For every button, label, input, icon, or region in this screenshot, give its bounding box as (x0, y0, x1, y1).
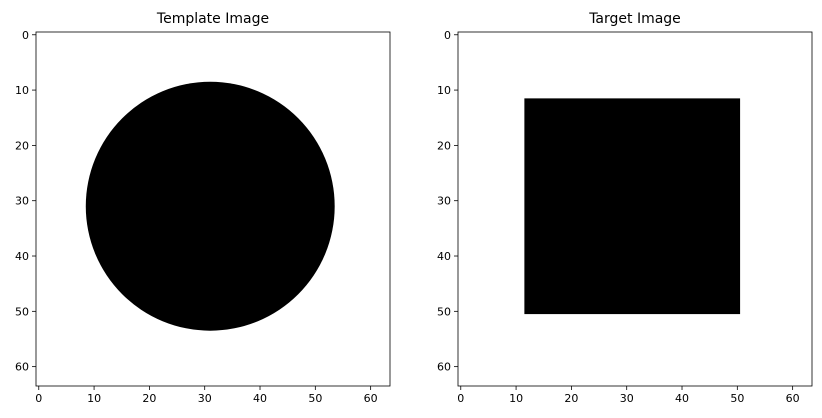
y-tick-label: 30 (437, 195, 451, 208)
y-tick-label: 0 (444, 29, 451, 42)
template-plot-area (36, 32, 390, 386)
x-tick-label: 0 (457, 392, 464, 405)
y-tick-label: 20 (437, 139, 451, 152)
y-tick-label: 10 (15, 84, 29, 97)
y-tick-label: 50 (437, 305, 451, 318)
x-tick-label: 10 (87, 392, 101, 405)
x-tick-label: 0 (35, 392, 42, 405)
target-axes: 0 10 20 30 40 50 60 0 10 20 30 40 50 60 (437, 29, 813, 405)
target-title: Target Image (588, 11, 681, 27)
template-axes: 0 10 20 30 40 50 60 0 10 20 30 40 50 60 (15, 29, 391, 405)
y-tick-label: 60 (15, 361, 29, 374)
x-tick-label: 40 (253, 392, 267, 405)
square-shape (524, 98, 741, 315)
x-tick-label: 60 (364, 392, 378, 405)
y-tick-label: 60 (437, 361, 451, 374)
template-title: Template Image (156, 11, 269, 27)
y-tick-label: 30 (15, 195, 29, 208)
x-tick-label: 50 (730, 392, 744, 405)
target-panel: Target Image 0 10 20 30 40 50 60 0 10 20 30 40 50 60 (437, 11, 813, 405)
y-tick-label: 20 (15, 139, 29, 152)
template-panel: Template Image 0 10 20 30 40 50 60 0 10 20 30 40 50 6… (15, 11, 391, 405)
y-tick-label: 40 (437, 250, 451, 263)
x-tick-label: 60 (786, 392, 800, 405)
y-tick-label: 50 (15, 305, 29, 318)
y-tick-label: 40 (15, 250, 29, 263)
target-plot-area (458, 32, 812, 386)
circle-shape (85, 81, 335, 331)
y-tick-label: 0 (22, 29, 29, 42)
axes-frame (35, 31, 391, 387)
x-tick-label: 30 (198, 392, 212, 405)
x-tick-label: 50 (308, 392, 322, 405)
y-tick-label: 10 (437, 84, 451, 97)
x-tick-label: 30 (620, 392, 634, 405)
x-tick-label: 20 (142, 392, 156, 405)
x-tick-label: 10 (509, 392, 523, 405)
x-tick-label: 20 (564, 392, 578, 405)
x-tick-label: 40 (675, 392, 689, 405)
axes-frame (457, 31, 813, 387)
